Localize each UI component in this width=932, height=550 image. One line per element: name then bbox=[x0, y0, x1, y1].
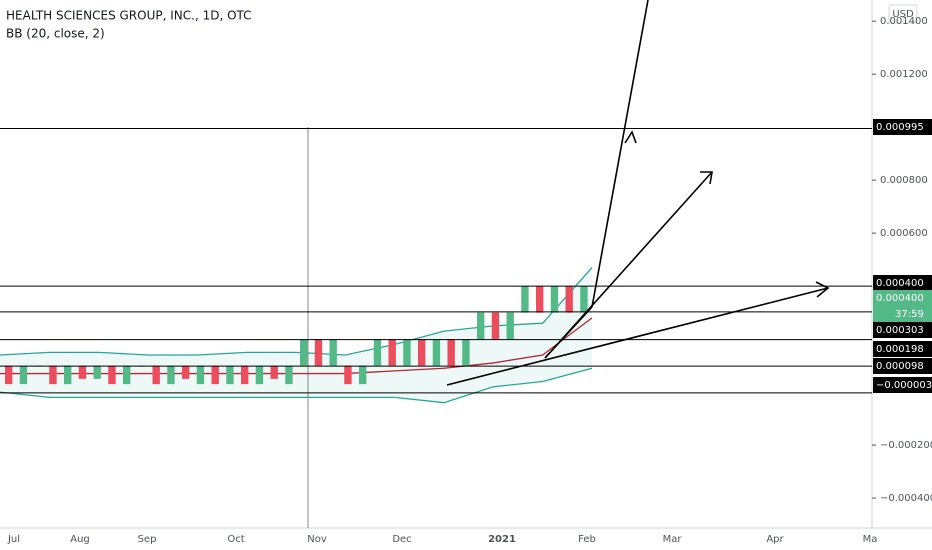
candle-body bbox=[78, 365, 87, 379]
level-label: 0.000198 bbox=[876, 344, 924, 355]
indicator-label: BB (20, close, 2) bbox=[6, 27, 105, 41]
x-tick-label: Jul bbox=[7, 534, 20, 545]
candle-body bbox=[182, 365, 190, 379]
candle-body bbox=[167, 365, 175, 385]
x-tick-label: Apr bbox=[766, 534, 784, 545]
y-tick-label: −0.000400 bbox=[880, 493, 932, 504]
candle-body bbox=[300, 339, 308, 366]
candle-body bbox=[550, 286, 559, 313]
candle-body bbox=[123, 365, 131, 385]
currency[interactable]: USD bbox=[892, 9, 914, 20]
y-tick-label: 0.001400 bbox=[880, 16, 928, 27]
candle-body bbox=[462, 339, 470, 366]
candle-body bbox=[477, 312, 485, 340]
candle-body bbox=[329, 339, 337, 366]
candle-body bbox=[255, 365, 264, 385]
y-tick-label: 0.001200 bbox=[880, 69, 928, 80]
candle-body bbox=[580, 286, 588, 313]
candle-body bbox=[359, 365, 367, 385]
level-label: 0.000098 bbox=[876, 361, 924, 372]
symbol-title: HEALTH SCIENCES GROUP, INC., 1D, OTC bbox=[6, 9, 252, 23]
candle-body bbox=[432, 339, 441, 366]
y-tick-label: 0.000600 bbox=[880, 228, 928, 239]
level-label: 0.000995 bbox=[876, 122, 924, 133]
candle-body bbox=[536, 286, 544, 313]
last-price-badge bbox=[873, 290, 932, 322]
candle-body bbox=[211, 365, 219, 385]
candle-body bbox=[418, 339, 426, 366]
candle-body bbox=[344, 365, 352, 385]
arrow-head bbox=[700, 171, 713, 185]
candle-body bbox=[93, 365, 101, 379]
x-tick-label: Dec bbox=[392, 534, 411, 545]
countdown: 37:59 bbox=[895, 309, 924, 320]
drawn-arrows bbox=[446, 0, 830, 386]
x-tick-label: Sep bbox=[138, 534, 157, 545]
candle-body bbox=[64, 365, 72, 385]
candle-body bbox=[19, 365, 28, 385]
currency-badge[interactable] bbox=[888, 4, 918, 24]
arrow-line bbox=[544, 306, 593, 359]
level-label: −0.000003 bbox=[876, 380, 932, 391]
band-fill bbox=[0, 267, 592, 403]
x-tick-label: Aug bbox=[70, 534, 90, 545]
candle-body bbox=[49, 365, 57, 385]
candle-body bbox=[226, 365, 234, 385]
candle-body bbox=[196, 365, 205, 385]
arrow-head bbox=[815, 281, 830, 298]
arrow-line bbox=[591, 0, 649, 308]
candle-body bbox=[506, 312, 514, 340]
x-tick-label: Mar bbox=[663, 534, 683, 545]
candle-body bbox=[521, 286, 529, 313]
candle-body bbox=[491, 312, 500, 340]
level-label: 0.000400 bbox=[876, 278, 924, 289]
candle-body bbox=[270, 365, 278, 379]
candle-body bbox=[285, 365, 293, 385]
arrow-head bbox=[624, 130, 637, 144]
level-badge bbox=[873, 358, 932, 374]
candle-body bbox=[388, 339, 396, 366]
y-tick-label: −0.000200 bbox=[880, 440, 932, 451]
level-badge bbox=[873, 322, 932, 338]
level-badge bbox=[873, 275, 932, 291]
arrow-line bbox=[446, 287, 829, 386]
x-tick-label: Nov bbox=[307, 534, 327, 545]
candle-body bbox=[314, 339, 323, 366]
x-tick-label: Feb bbox=[578, 534, 596, 545]
candle-body bbox=[373, 339, 382, 366]
candle-body bbox=[241, 365, 249, 385]
candle-body bbox=[403, 339, 411, 366]
candle-body bbox=[565, 286, 573, 313]
x-tick-label: 2021 bbox=[488, 534, 516, 545]
level-badge bbox=[873, 377, 932, 393]
candle-body bbox=[108, 365, 116, 385]
level-badge bbox=[873, 341, 932, 357]
x-tick-label: Oct bbox=[227, 534, 244, 545]
candle-body bbox=[5, 365, 13, 385]
y-tick-label: 0.000800 bbox=[880, 175, 928, 186]
level-label: 0.000303 bbox=[876, 325, 924, 336]
candle-body bbox=[447, 339, 455, 366]
level-badge bbox=[873, 119, 932, 135]
candle-body bbox=[152, 365, 160, 385]
band-lower bbox=[0, 367, 593, 404]
x-tick-label: Ma bbox=[863, 534, 878, 545]
last-price-label: 0.000400 bbox=[876, 293, 924, 304]
